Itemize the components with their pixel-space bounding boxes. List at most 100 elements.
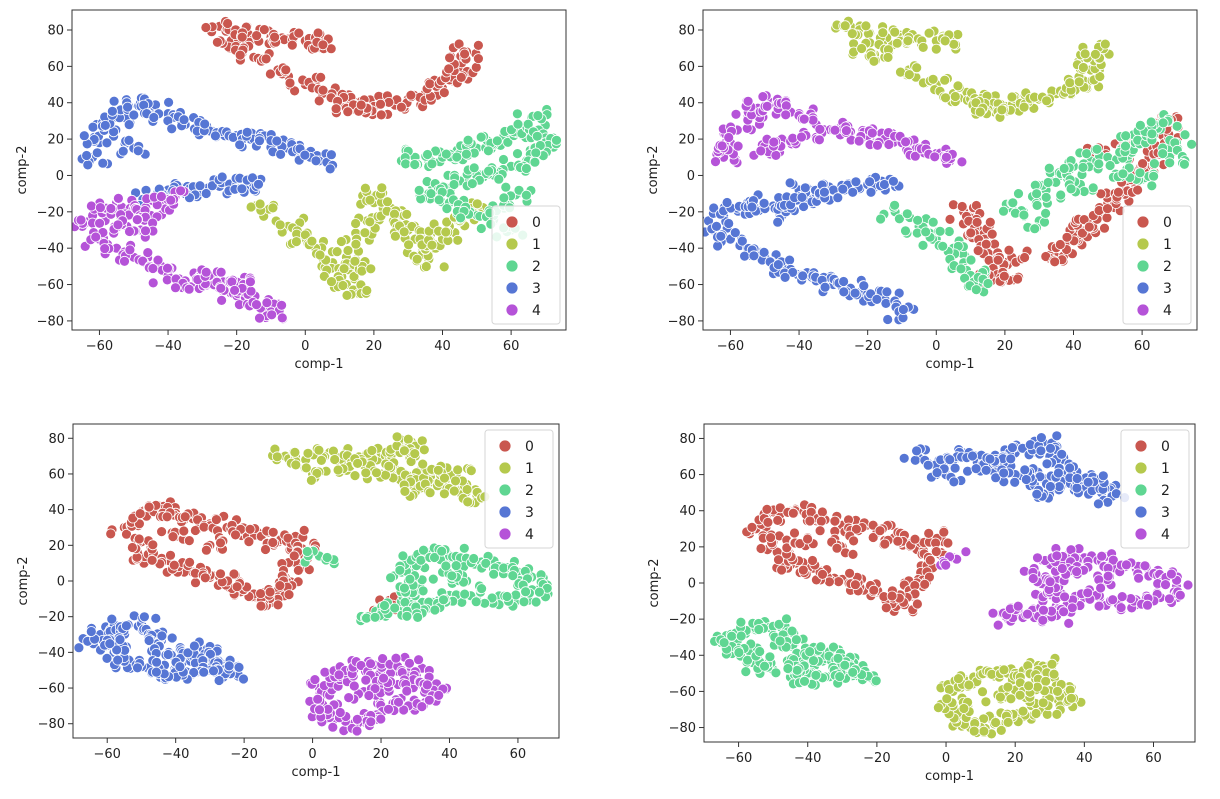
point-4 (152, 254, 164, 266)
point-1 (440, 226, 452, 238)
y-tick-label: 60 (48, 467, 65, 482)
point-1 (452, 234, 464, 246)
point-2 (1043, 162, 1055, 174)
point-2 (901, 208, 913, 220)
point-3 (711, 220, 722, 232)
x-tick-label: 20 (373, 747, 390, 762)
point-1 (949, 91, 961, 102)
x-tick-label: −60 (94, 747, 121, 762)
point-4 (941, 151, 952, 163)
point-3 (898, 452, 910, 464)
point-4 (866, 127, 878, 139)
point-0 (817, 569, 828, 580)
point-4 (716, 140, 728, 152)
point-0 (312, 27, 324, 39)
point-1 (348, 271, 360, 282)
y-tick-label: 40 (679, 504, 696, 519)
point-1 (1079, 48, 1091, 60)
x-tick-label: −40 (162, 747, 189, 762)
point-0 (762, 517, 774, 528)
point-3 (310, 155, 322, 167)
point-0 (848, 535, 859, 547)
point-3 (1051, 430, 1063, 442)
point-4 (757, 91, 769, 102)
point-1 (438, 488, 450, 500)
point-4 (1133, 572, 1144, 584)
point-4 (780, 100, 792, 112)
point-2 (404, 573, 416, 585)
point-0 (867, 532, 879, 543)
point-2 (832, 653, 844, 664)
point-4 (360, 674, 372, 686)
point-1 (1094, 71, 1106, 82)
point-2 (398, 582, 410, 594)
point-1 (1090, 49, 1101, 60)
point-2 (1179, 129, 1191, 141)
point-1 (461, 484, 473, 495)
point-0 (228, 568, 240, 580)
point-2 (781, 613, 792, 625)
point-0 (1102, 203, 1113, 215)
point-3 (1009, 476, 1021, 488)
point-4 (99, 243, 111, 255)
point-0 (133, 533, 145, 545)
legend-label-2: 2 (532, 259, 541, 275)
point-2 (1149, 158, 1160, 170)
point-3 (325, 149, 337, 161)
point-1 (360, 467, 372, 479)
point-1 (968, 725, 980, 737)
point-1 (341, 289, 353, 301)
point-0 (178, 525, 190, 537)
legend-label-4: 4 (1161, 527, 1170, 543)
x-tick-label: 60 (1134, 339, 1151, 354)
point-2 (1171, 120, 1183, 132)
point-0 (938, 526, 950, 538)
legend-marker-0 (1134, 439, 1148, 453)
point-0 (1049, 256, 1061, 268)
point-3 (1071, 482, 1083, 494)
point-0 (874, 525, 886, 537)
point-4 (900, 136, 911, 148)
point-4 (216, 294, 228, 306)
point-0 (833, 576, 844, 587)
legend-label-1: 1 (1161, 461, 1170, 477)
point-1 (311, 467, 323, 479)
point-2 (475, 223, 487, 234)
point-4 (1095, 582, 1106, 594)
point-1 (940, 92, 951, 104)
point-0 (143, 501, 155, 513)
x-tick-label: 0 (308, 747, 316, 762)
point-1 (996, 104, 1008, 116)
x-axis-label: comp-1 (926, 357, 975, 372)
point-0 (879, 538, 891, 550)
point-1 (403, 239, 415, 251)
point-4 (770, 149, 782, 161)
point-4 (1071, 566, 1082, 577)
y-tick-label: 60 (679, 468, 696, 483)
point-3 (78, 130, 90, 142)
point-3 (101, 137, 113, 149)
point-2 (426, 158, 438, 170)
x-tick-label: 40 (434, 339, 451, 354)
point-3 (799, 182, 811, 194)
point-2 (513, 184, 525, 196)
point-3 (182, 647, 194, 659)
x-tick-label: 60 (510, 747, 527, 762)
point-1 (471, 198, 483, 210)
point-1 (364, 194, 376, 206)
point-3 (1045, 481, 1056, 492)
point-4 (365, 716, 377, 728)
point-3 (865, 186, 877, 198)
point-2 (394, 564, 406, 576)
point-2 (799, 675, 810, 687)
point-0 (126, 542, 138, 553)
point-1 (342, 245, 354, 256)
point-3 (909, 454, 921, 466)
point-1 (438, 261, 450, 273)
point-3 (838, 286, 850, 298)
point-2 (937, 240, 949, 252)
point-3 (712, 240, 723, 252)
point-3 (1041, 458, 1053, 470)
point-3 (723, 218, 735, 229)
point-4 (960, 546, 972, 558)
